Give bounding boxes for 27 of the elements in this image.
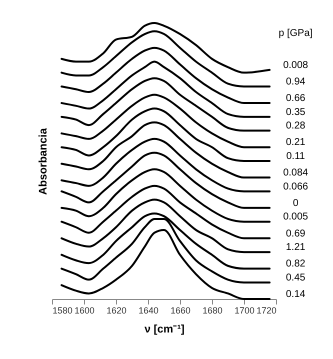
series-label: 0.69 [286, 228, 306, 240]
legend-title: p [GPa] [278, 28, 313, 39]
x-tick-label: 1620 [106, 306, 127, 316]
series-label: 0.35 [286, 106, 306, 118]
x-tick-label: 1680 [202, 306, 223, 316]
x-tick-label: 1660 [170, 306, 191, 316]
series-label: 0.45 [286, 272, 306, 284]
series-label: 0.66 [286, 93, 306, 104]
x-tick-label: 1720 [256, 306, 276, 316]
x-tick-label: 1580 [52, 306, 73, 316]
series-label: 0.28 [286, 120, 306, 132]
series-label: 0.94 [286, 76, 306, 88]
series-label: 0.005 [283, 212, 309, 223]
series-label: 0.82 [286, 258, 306, 270]
series-label: 0.084 [283, 168, 309, 179]
series-label: 0.066 [283, 181, 309, 192]
x-tick-label: 1640 [138, 306, 159, 316]
text: 0 [292, 198, 299, 209]
series-label: 0.21 [286, 137, 306, 148]
series-label: 1.21 [286, 242, 306, 254]
x-axis-title: ν [cm⁻¹] [144, 324, 185, 336]
y-axis-title: Absorbancia [38, 127, 50, 195]
series-label: 0.008 [283, 60, 309, 71]
series-label: 0.14 [286, 289, 306, 300]
x-tick-label: 1700 [234, 306, 255, 316]
series-label: 0.11 [286, 151, 306, 162]
x-tick-label: 1600 [74, 306, 95, 316]
